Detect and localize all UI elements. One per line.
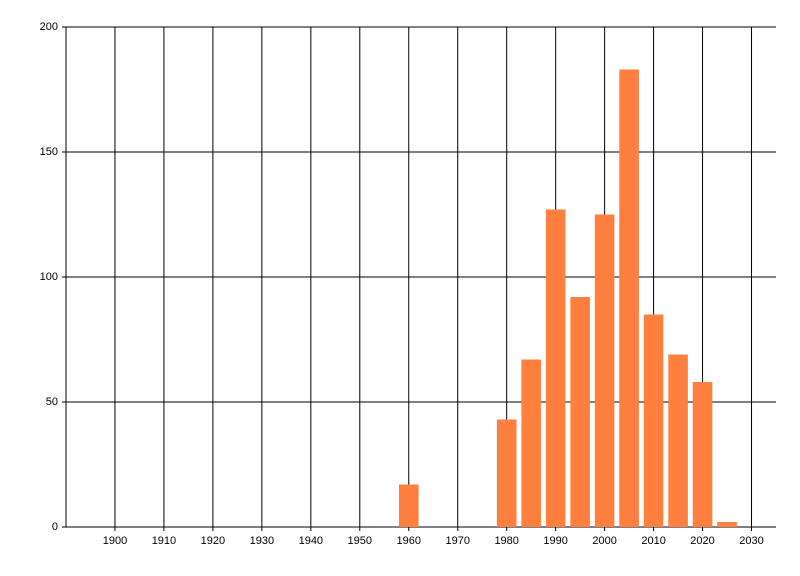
bar bbox=[619, 69, 639, 527]
x-tick-label: 2020 bbox=[690, 535, 714, 547]
x-tick-label: 1960 bbox=[397, 535, 421, 547]
x-tick-label: 1930 bbox=[250, 535, 274, 547]
x-tick-label: 2000 bbox=[592, 535, 616, 547]
bar bbox=[594, 214, 615, 527]
bar bbox=[545, 209, 566, 527]
x-tick-label: 2010 bbox=[641, 535, 665, 547]
x-tick-label: 1990 bbox=[543, 535, 567, 547]
x-tick-label: 2030 bbox=[739, 535, 763, 547]
y-tick-label: 150 bbox=[40, 146, 58, 158]
x-tick-label: 1900 bbox=[103, 535, 127, 547]
y-tick-label: 100 bbox=[40, 271, 58, 283]
x-tick-label: 1940 bbox=[299, 535, 323, 547]
x-tick-label: 1980 bbox=[494, 535, 518, 547]
y-tick-label: 200 bbox=[40, 21, 58, 33]
x-tick-label: 1950 bbox=[348, 535, 372, 547]
bar bbox=[643, 314, 664, 527]
bar bbox=[717, 522, 737, 527]
y-tick-label: 0 bbox=[52, 521, 58, 533]
bar bbox=[496, 419, 517, 527]
x-tick-label: 1970 bbox=[445, 535, 469, 547]
bar bbox=[692, 382, 713, 527]
x-tick-label: 1910 bbox=[152, 535, 176, 547]
bar bbox=[398, 484, 419, 527]
x-tick-label: 1920 bbox=[201, 535, 225, 547]
bar bbox=[570, 297, 590, 527]
y-tick-label: 50 bbox=[46, 396, 58, 408]
bar bbox=[668, 354, 688, 527]
bar bbox=[521, 359, 541, 527]
